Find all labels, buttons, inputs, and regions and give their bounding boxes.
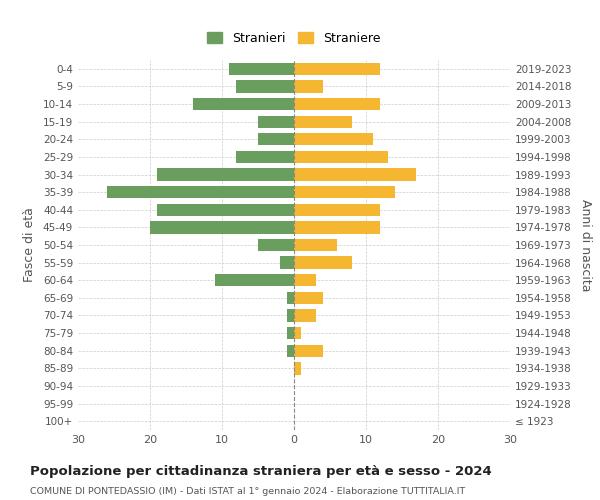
Y-axis label: Anni di nascita: Anni di nascita (578, 198, 592, 291)
Bar (229, 62, 294, 75)
Bar (280, 256, 294, 269)
Bar (287, 310, 294, 322)
Bar (294, 292, 323, 304)
Bar (258, 133, 294, 145)
Text: COMUNE DI PONTEDASSIO (IM) - Dati ISTAT al 1° gennaio 2024 - Elaborazione TUTTIT: COMUNE DI PONTEDASSIO (IM) - Dati ISTAT … (30, 488, 465, 496)
Bar (258, 116, 294, 128)
Bar (294, 344, 323, 357)
Bar (150, 221, 294, 234)
Bar (294, 186, 395, 198)
Bar (294, 150, 388, 163)
Bar (107, 186, 294, 198)
Bar (215, 274, 294, 286)
Bar (294, 327, 301, 340)
Bar (294, 204, 380, 216)
Bar (294, 239, 337, 251)
Bar (236, 150, 294, 163)
Bar (294, 274, 316, 286)
Bar (294, 310, 316, 322)
Bar (294, 362, 301, 374)
Bar (236, 80, 294, 92)
Bar (157, 168, 294, 180)
Y-axis label: Fasce di età: Fasce di età (23, 208, 36, 282)
Bar (287, 327, 294, 340)
Bar (157, 204, 294, 216)
Bar (258, 239, 294, 251)
Bar (294, 256, 352, 269)
Bar (294, 98, 380, 110)
Bar (294, 133, 373, 145)
Bar (287, 344, 294, 357)
Legend: Stranieri, Straniere: Stranieri, Straniere (201, 26, 387, 51)
Bar (193, 98, 294, 110)
Bar (294, 168, 416, 180)
Bar (287, 292, 294, 304)
Bar (294, 116, 352, 128)
Bar (294, 221, 380, 234)
Bar (294, 62, 380, 75)
Text: Popolazione per cittadinanza straniera per età e sesso - 2024: Popolazione per cittadinanza straniera p… (30, 465, 492, 478)
Bar (294, 80, 323, 92)
